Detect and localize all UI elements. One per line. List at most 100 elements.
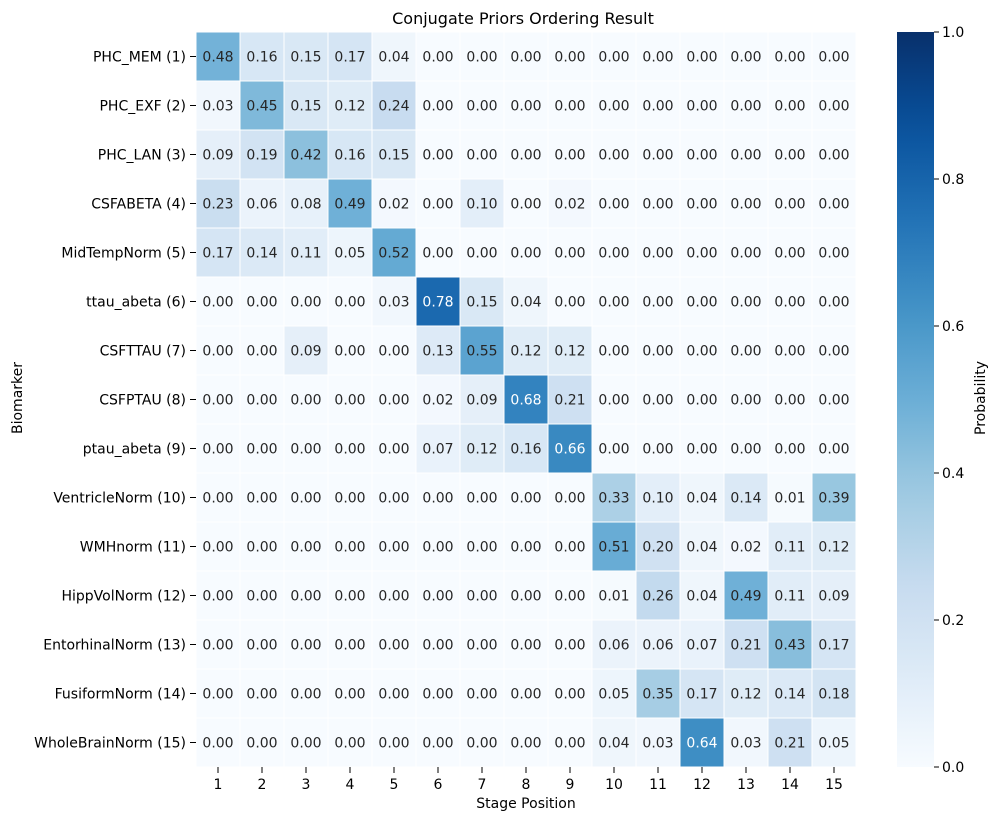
cell-value-label: 0.00 xyxy=(554,246,585,262)
heatmap-cell xyxy=(679,570,725,621)
cell-value-label: 0.00 xyxy=(378,687,409,703)
cell-value-label: 0.14 xyxy=(774,687,805,703)
cell-value-label: 0.06 xyxy=(246,197,277,213)
cell-value-label: 0.00 xyxy=(686,393,717,409)
heatmap-cell xyxy=(591,178,637,229)
cell-value-label: 0.00 xyxy=(290,638,321,654)
heatmap-cell xyxy=(635,472,681,523)
cell-value-label: 0.00 xyxy=(818,393,849,409)
y-tick-label: FusiformNorm (14) xyxy=(55,687,186,703)
cell-value-label: 0.04 xyxy=(378,50,409,66)
heatmap-cell xyxy=(283,276,329,327)
heatmap-cell xyxy=(239,31,285,82)
cell-value-label: 0.00 xyxy=(554,540,585,556)
heatmap-cell xyxy=(591,227,637,278)
cell-value-label: 0.00 xyxy=(510,687,541,703)
cell-value-label: 0.14 xyxy=(730,491,761,507)
cell-value-label: 0.00 xyxy=(422,638,453,654)
cell-value-label: 0.00 xyxy=(334,638,365,654)
heatmap-cell xyxy=(723,668,769,719)
heatmap-cell xyxy=(459,227,505,278)
cell-value-label: 0.00 xyxy=(598,295,629,311)
cell-value-label: 0.00 xyxy=(510,50,541,66)
cell-value-label: 0.00 xyxy=(334,344,365,360)
heatmap-cell-labels: 0.48 0.16 0.15 0.17 0.04 0.00 0.00 0.00 0.00 0.00… xyxy=(202,50,849,752)
cell-value-label: 0.00 xyxy=(554,638,585,654)
cell-value-label: 0.00 xyxy=(598,442,629,458)
cell-value-label: 0.00 xyxy=(598,197,629,213)
heatmap-cell xyxy=(371,521,417,572)
heatmap-cell xyxy=(767,276,813,327)
cell-value-label: 0.42 xyxy=(290,148,321,164)
x-tick-label: 6 xyxy=(434,777,443,793)
cell-value-label: 0.00 xyxy=(466,99,497,115)
colorbar: 0.0 0.2 0.4 0.6 0.8 1.0 xyxy=(897,25,964,776)
cell-value-label: 0.02 xyxy=(730,540,761,556)
cell-value-label: 0.00 xyxy=(246,344,277,360)
cell-value-label: 0.21 xyxy=(554,393,585,409)
x-axis: 1 2 3 4 5 6 7 8 9 10 11 12 13 14 15 xyxy=(214,767,843,793)
heatmap-cell xyxy=(679,668,725,719)
cell-value-label: 0.00 xyxy=(554,491,585,507)
heatmap-cell xyxy=(239,80,285,131)
cell-value-label: 0.00 xyxy=(290,491,321,507)
heatmap-cell xyxy=(195,717,241,768)
heatmap-cell xyxy=(283,423,329,474)
heatmap-cell xyxy=(547,423,593,474)
heatmap-cell xyxy=(635,619,681,670)
heatmap-cell xyxy=(547,178,593,229)
heatmap-cell xyxy=(723,80,769,131)
cell-value-label: 0.12 xyxy=(554,344,585,360)
cell-value-label: 0.00 xyxy=(422,148,453,164)
cell-value-label: 0.00 xyxy=(818,99,849,115)
heatmap-cell xyxy=(327,717,373,768)
heatmap-cell xyxy=(811,80,857,131)
cell-value-label: 0.17 xyxy=(818,638,849,654)
heatmap-cell xyxy=(283,374,329,425)
cell-value-label: 0.00 xyxy=(554,50,585,66)
heatmap-cell xyxy=(327,178,373,229)
heatmap-cell xyxy=(547,717,593,768)
cell-value-label: 0.09 xyxy=(466,393,497,409)
heatmap-cell xyxy=(459,276,505,327)
heatmap-cell xyxy=(679,227,725,278)
cell-value-label: 0.10 xyxy=(642,491,673,507)
heatmap-cell xyxy=(811,423,857,474)
cell-value-label: 0.00 xyxy=(730,295,761,311)
cell-value-label: 0.00 xyxy=(818,344,849,360)
y-tick-label: ttau_abeta (6) xyxy=(86,295,186,311)
cell-value-label: 0.00 xyxy=(510,540,541,556)
heatmap-cell xyxy=(811,374,857,425)
cell-value-label: 0.52 xyxy=(378,246,409,262)
heatmap-cell xyxy=(459,423,505,474)
cell-value-label: 0.00 xyxy=(686,295,717,311)
y-tick-label: CSFPTAU (8) xyxy=(99,393,186,409)
heatmap-cell xyxy=(811,521,857,572)
cell-value-label: 0.00 xyxy=(202,344,233,360)
cell-value-label: 0.00 xyxy=(246,687,277,703)
cell-value-label: 0.00 xyxy=(730,50,761,66)
cell-value-label: 0.00 xyxy=(642,344,673,360)
cell-value-label: 0.00 xyxy=(730,197,761,213)
x-axis-label: Stage Position xyxy=(476,796,575,812)
heatmap-cell xyxy=(459,325,505,376)
x-tick-label: 5 xyxy=(390,777,399,793)
heatmap-cell xyxy=(415,521,461,572)
heatmap-cell xyxy=(459,129,505,180)
cell-value-label: 0.55 xyxy=(466,344,497,360)
heatmap-cell xyxy=(195,570,241,621)
cell-value-label: 0.12 xyxy=(730,687,761,703)
colorbar-tick-label: 0.4 xyxy=(942,466,964,482)
cell-value-label: 0.00 xyxy=(246,736,277,752)
heatmap-cell xyxy=(811,668,857,719)
cell-value-label: 0.00 xyxy=(554,295,585,311)
heatmap-cell xyxy=(503,227,549,278)
heatmap-cell xyxy=(503,276,549,327)
cell-value-label: 0.00 xyxy=(246,295,277,311)
cell-value-label: 0.00 xyxy=(378,589,409,605)
heatmap-cell xyxy=(767,570,813,621)
heatmap-cell xyxy=(195,31,241,82)
cell-value-label: 0.00 xyxy=(422,50,453,66)
heatmap-cell xyxy=(767,178,813,229)
heatmap-cell xyxy=(679,423,725,474)
